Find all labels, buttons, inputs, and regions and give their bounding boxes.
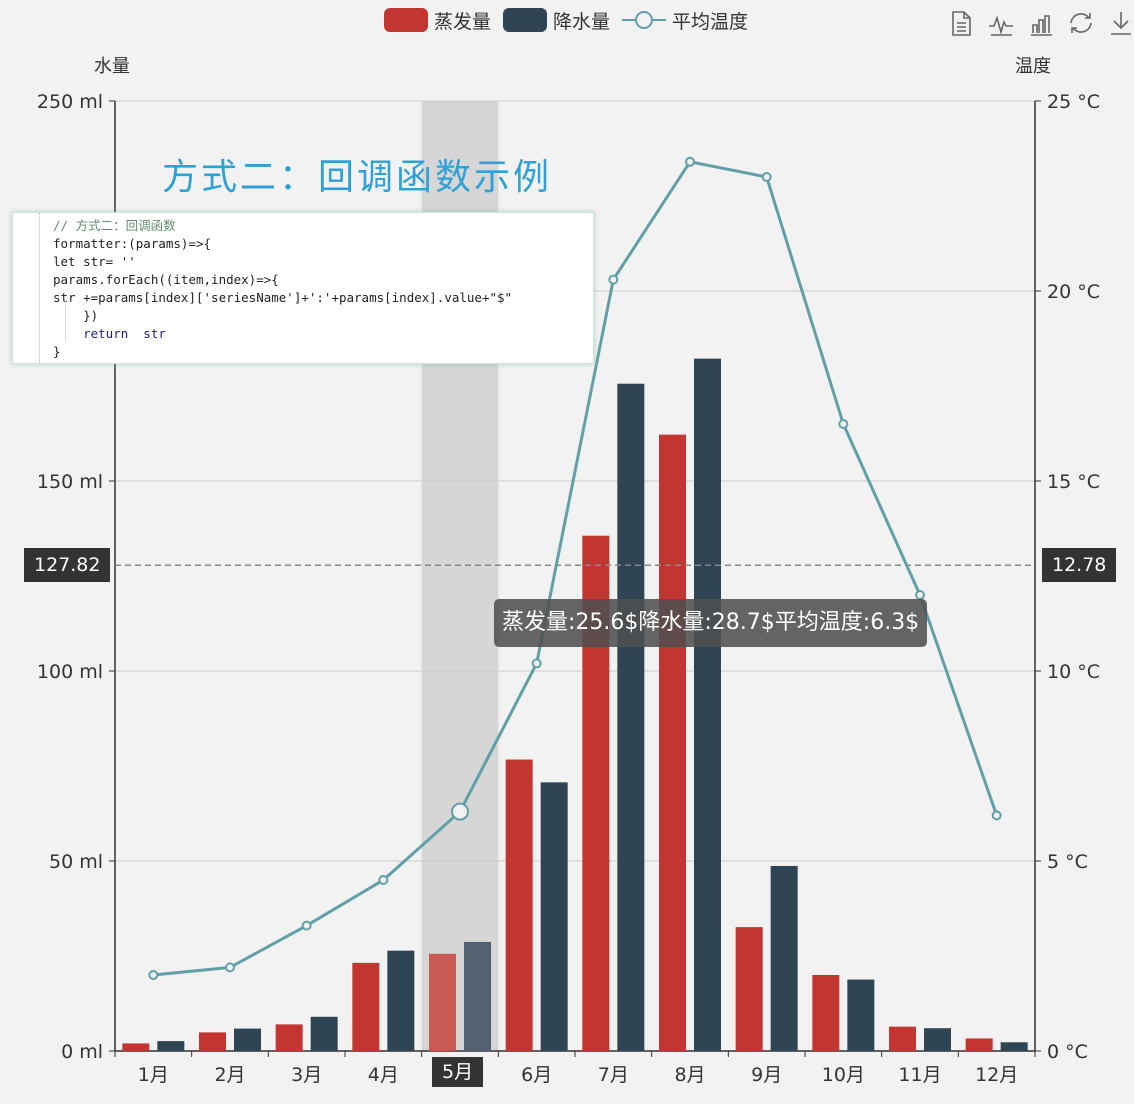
legend-label-temperature: 平均温度 (672, 10, 749, 33)
point-temperature (991, 810, 1002, 821)
point-temperature (148, 970, 159, 980)
bar-evaporation (352, 962, 380, 1051)
legend: 蒸发量 降水量 平均温度 (384, 6, 748, 34)
code-line-7: return str (53, 326, 166, 341)
x-axis-tick-label: 8月 (674, 1064, 705, 1086)
bar-precipitation (540, 782, 568, 1051)
legend-item-precipitation[interactable]: 降水量 (503, 7, 610, 34)
code-line-1: // 方式二：回调函数 (53, 218, 176, 233)
point-temperature (685, 156, 695, 167)
left-axis-tick-label: 50 ml (49, 851, 103, 873)
bar-precipitation (770, 865, 798, 1051)
bar-evaporation (659, 434, 686, 1051)
right-axis-name: 温度 (1015, 56, 1051, 77)
left-axis-tick-label: 250 ml (37, 91, 103, 113)
x-axis-tick-label: 6月 (521, 1064, 552, 1086)
left-axis-pointer-label: 127.82 (24, 548, 111, 582)
bar-precipitation (694, 358, 721, 1051)
legend-item-temperature[interactable]: 平均温度 (622, 7, 748, 34)
overlay-title: 方式二：回调函数示例 (162, 157, 553, 198)
bar-chart-icon[interactable] (1028, 8, 1054, 38)
bar-precipitation (464, 941, 491, 1051)
code-line-3: let str= '' (53, 254, 136, 269)
code-snippet-panel: // 方式二：回调函数 formatter:(params)=>{ let st… (12, 212, 594, 364)
x-axis-tick-label: 2月 (214, 1064, 245, 1086)
x-axis-tick-label: 1月 (138, 1064, 169, 1086)
bar-evaporation (429, 953, 456, 1051)
toolbox (948, 8, 1134, 38)
code-line-2: formatter:(params)=>{ (53, 236, 212, 251)
tooltip: 蒸发量:25.6$降水量:28.7$平均温度:6.3$ (494, 599, 928, 647)
download-icon[interactable] (1108, 8, 1134, 38)
line-temperature (153, 160, 999, 977)
x-axis-tick-label: 7月 (598, 1064, 629, 1086)
bar-precipitation (1000, 1042, 1028, 1051)
point-temperature (608, 274, 619, 285)
bar-precipitation (157, 1041, 185, 1051)
right-axis-tick-label: 25 °C (1047, 91, 1100, 113)
point-temperature (301, 920, 312, 931)
code-line-4: params.forEach((item,index)=>{ (53, 272, 279, 287)
bar-evaporation (199, 1032, 226, 1051)
right-axis-pointer-label: 12.78 (1042, 548, 1117, 582)
x-axis-tick-label: 4月 (368, 1064, 399, 1086)
point-temperature (531, 658, 542, 669)
right-axis-tick-label: 0 °C (1047, 1041, 1088, 1063)
code-line-6: }) (53, 308, 99, 323)
right-axis-tick-label: 15 °C (1047, 471, 1100, 493)
legend-label-precipitation: 降水量 (553, 10, 611, 33)
legend-label-evaporation: 蒸发量 (434, 10, 492, 33)
point-temperature (761, 172, 772, 182)
x-axis-tick-label: 10月 (822, 1064, 865, 1086)
code-line-5: str +=params[index]['seriesName']+':'+pa… (53, 290, 513, 305)
right-axis-tick-label: 10 °C (1047, 661, 1100, 683)
bar-evaporation (735, 927, 763, 1051)
code-indent-guide (39, 213, 40, 363)
bar-evaporation (812, 975, 840, 1051)
left-axis-name: 水量 (94, 56, 130, 77)
bar-evaporation (505, 759, 533, 1051)
refresh-icon[interactable] (1068, 8, 1094, 38)
point-temperature (378, 875, 389, 885)
bar-precipitation (847, 979, 875, 1051)
left-axis-tick-label: 100 ml (37, 661, 103, 683)
point-temperature (915, 590, 925, 600)
line-chart-icon[interactable] (988, 8, 1014, 38)
bar-precipitation (924, 1028, 951, 1051)
bar-precipitation (387, 950, 415, 1051)
right-axis-tick-label: 5 °C (1047, 851, 1088, 873)
legend-swatch-evaporation (384, 8, 428, 32)
x-axis-tick-label: 3月 (291, 1064, 322, 1086)
x-axis-tick-label: 12月 (975, 1064, 1018, 1086)
left-axis-tick-label: 0 ml (61, 1041, 103, 1063)
code-snippet: // 方式二：回调函数 formatter:(params)=>{ let st… (13, 213, 593, 361)
legend-swatch-precipitation (503, 8, 548, 32)
point-temperature (838, 419, 849, 429)
bar-precipitation (617, 383, 645, 1052)
right-axis-tick-label: 20 °C (1047, 281, 1100, 303)
data-view-icon[interactable] (948, 8, 974, 38)
bar-precipitation (234, 1028, 261, 1051)
bar-evaporation (122, 1043, 150, 1051)
x-axis-pointer-label: 5月 (432, 1057, 484, 1087)
code-line-8: } (53, 344, 61, 359)
point-temperature (451, 802, 469, 821)
point-temperature (225, 962, 235, 973)
code-indent-guide-inner (65, 299, 66, 341)
left-axis-tick-label: 150 ml (37, 471, 103, 493)
x-axis-tick-label: 9月 (751, 1064, 782, 1086)
bar-evaporation (889, 1026, 916, 1051)
bar-precipitation (310, 1016, 338, 1051)
legend-item-evaporation[interactable]: 蒸发量 (384, 7, 491, 34)
x-axis-tick-label: 11月 (898, 1064, 941, 1086)
bar-evaporation (965, 1038, 993, 1051)
bar-evaporation (275, 1024, 303, 1051)
legend-line-temperature (622, 11, 667, 29)
